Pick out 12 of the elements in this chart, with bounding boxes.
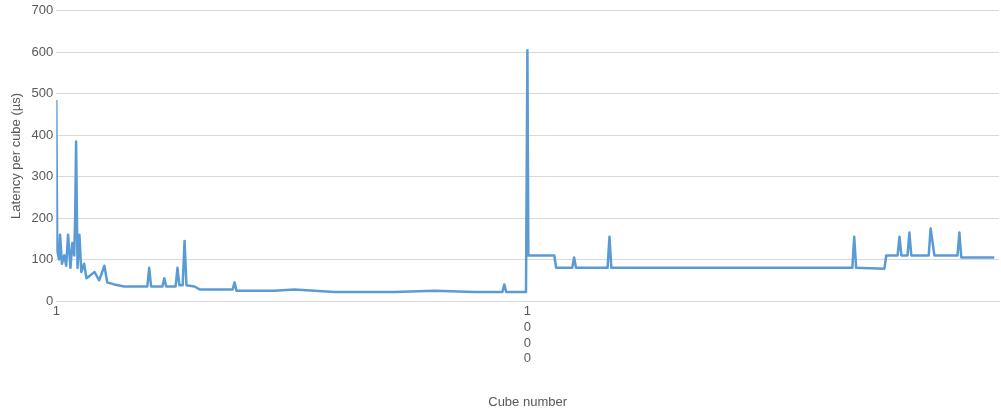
y-tick-label: 200 [31, 209, 54, 225]
y-tick-label: 0 [46, 292, 54, 308]
x-tick-label: 1 0 0 0 [523, 303, 532, 366]
y-tick-label: 700 [31, 2, 54, 18]
y-tick-label: 600 [31, 43, 54, 59]
y-tick-label: 300 [31, 168, 54, 184]
y-axis-title: Latency per cube (µs) [8, 92, 24, 219]
x-tick-label: 1 [52, 303, 60, 319]
x-axis-title: Cube number [488, 393, 568, 409]
y-tick-label: 500 [31, 85, 54, 101]
y-tick-label: 400 [31, 126, 54, 142]
y-tick-label: 100 [31, 251, 54, 267]
